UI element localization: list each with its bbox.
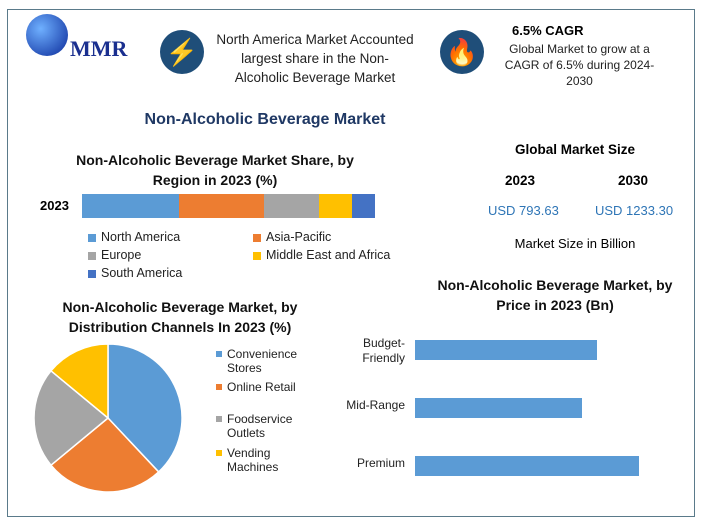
legend-swatch <box>216 384 222 390</box>
pie-legend-item: Online Retail <box>216 380 311 394</box>
legend-label: North America <box>101 230 181 244</box>
globe-icon <box>26 14 68 56</box>
lightning-icon: ⚡ <box>160 30 204 74</box>
flame-icon: 🔥 <box>440 30 484 74</box>
price-chart-title: Non-Alcoholic Beverage Market, by Price … <box>437 277 673 313</box>
region-legend-item: South America <box>88 266 182 280</box>
region-legend-item: North America <box>88 230 180 244</box>
legend-label: South America <box>101 266 183 280</box>
region-legend-item: Europe <box>88 248 141 262</box>
price-category-label: Mid-Range <box>346 398 405 412</box>
price-bar-mid-range <box>415 398 582 418</box>
region-year-label: 2023 <box>40 198 69 213</box>
region-segment-south-america <box>351 194 375 218</box>
region-legend-item: Asia-Pacific <box>253 230 331 244</box>
distribution-pie-chart <box>33 343 183 493</box>
pie-chart-title: Non-Alcoholic Beverage Market, by Distri… <box>62 299 298 335</box>
region-segment-asia-pacific <box>178 194 264 218</box>
legend-label: Convenience Stores <box>227 347 298 375</box>
price-bar-budget-friendly <box>415 340 597 360</box>
pie-slice-online-retail <box>49 416 160 493</box>
pie-legend-item: Foodservice Outlets <box>216 412 311 440</box>
region-segment-middle-east-and-africa <box>319 194 352 218</box>
legend-swatch <box>253 252 261 260</box>
region-chart-title: Non-Alcoholic Beverage Market Share, by … <box>76 152 354 188</box>
region-segment-europe <box>263 194 320 218</box>
infographic-frame <box>7 9 695 517</box>
pie-legend-item: Vending Machines <box>216 446 311 474</box>
pie-slice-vending-machines <box>49 343 109 420</box>
price-category-label: Budget-Friendly <box>362 336 405 365</box>
year-2030: 2030 <box>618 173 649 188</box>
legend-label: Online Retail <box>227 380 296 394</box>
main-title: Non-Alcoholic Beverage Market <box>144 111 386 128</box>
market-size-title: Global Market Size <box>514 142 636 157</box>
legend-swatch <box>88 270 96 278</box>
market-size-note: Market Size in Billion <box>514 236 636 251</box>
legend-label: Asia-Pacific <box>266 230 332 244</box>
legend-swatch <box>88 252 96 260</box>
logo-text: MMR <box>70 36 128 61</box>
legend-label: Vending Machines <box>227 446 279 474</box>
legend-swatch <box>216 450 222 456</box>
region-segment-north-america <box>82 194 179 218</box>
legend-label: Foodservice Outlets <box>227 412 293 440</box>
legend-swatch <box>216 416 222 422</box>
pie-slice-foodservice-outlets <box>33 369 110 467</box>
price-category-label: Premium <box>356 456 405 470</box>
legend-swatch <box>88 234 96 242</box>
legend-label: Europe <box>101 248 142 262</box>
cagr-text: Global Market to grow at a CAGR of 6.5% … <box>504 42 655 88</box>
cagr-title: 6.5% CAGR <box>512 23 584 38</box>
year-2023: 2023 <box>505 173 536 188</box>
price-bar-premium <box>415 456 639 476</box>
legend-swatch <box>253 234 261 242</box>
legend-swatch <box>216 351 222 357</box>
value-2030: USD 1233.30 <box>595 203 674 218</box>
logo: MMR <box>18 14 143 64</box>
legend-label: Middle East and Africa <box>266 248 391 262</box>
pie-legend-item: Convenience Stores <box>216 347 311 375</box>
value-2023: USD 793.63 <box>488 203 559 218</box>
pie-slice-convenience-stores <box>107 343 183 474</box>
region-stacked-bar <box>82 194 375 218</box>
region-legend-item: Middle East and Africa <box>253 248 390 262</box>
highlight-text: North America Market Accounted largest s… <box>216 32 414 85</box>
